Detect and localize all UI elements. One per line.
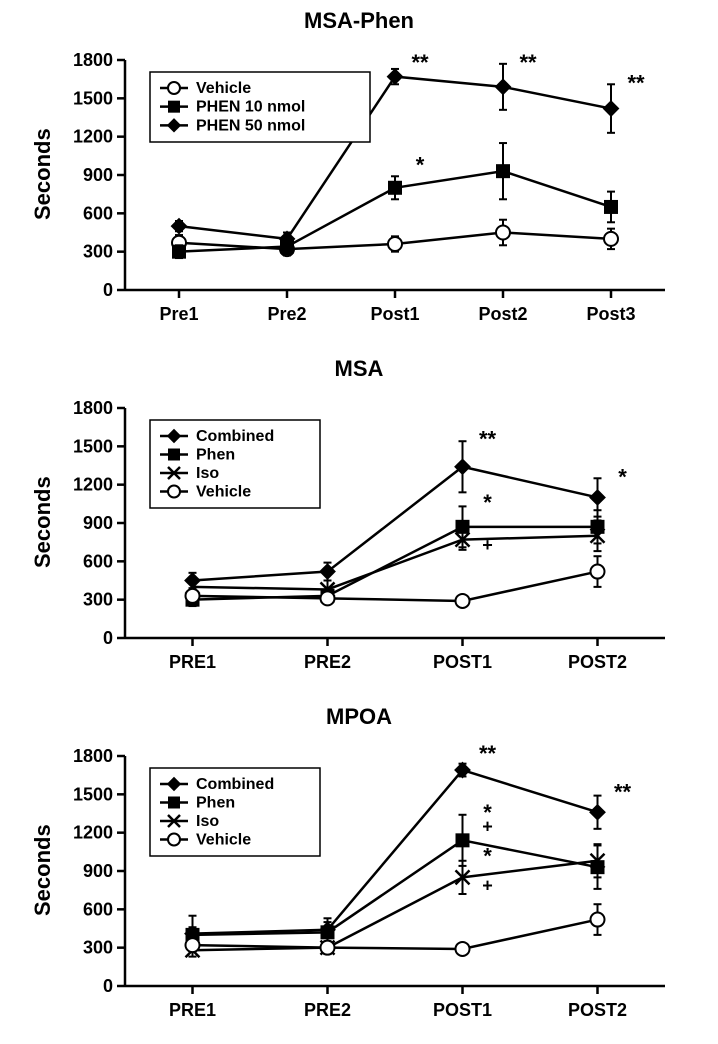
significance-mark: **	[479, 741, 497, 766]
y-tick-label: 600	[83, 551, 113, 571]
y-tick-label: 900	[83, 165, 113, 185]
y-tick-label: 0	[103, 280, 113, 300]
x-tick-label: POST1	[433, 1000, 492, 1020]
chart-svg: 0 300 600 900 1200 1500 1800 PRE1 PRE2 POST1 POST2…	[0, 348, 718, 696]
y-tick-label: 600	[83, 899, 113, 919]
legend-label: Vehicle	[196, 80, 251, 97]
chart-panel-msa: MSA Seconds 0 300 600 900 1200 1500 1800 PRE1 PRE2…	[0, 348, 718, 696]
y-tick-label: 1800	[73, 746, 113, 766]
y-tick-label: 300	[83, 938, 113, 958]
legend-label: Iso	[196, 813, 219, 830]
significance-mark: +	[482, 875, 493, 895]
legend-label: Vehicle	[196, 484, 251, 501]
significance-mark: *	[618, 465, 627, 490]
y-tick-label: 300	[83, 590, 113, 610]
x-tick-label: Pre1	[159, 304, 198, 324]
significance-mark: +	[482, 535, 493, 555]
x-tick-label: POST1	[433, 652, 492, 672]
chart-title: MSA-Phen	[0, 8, 718, 34]
x-tick-label: PRE2	[304, 1000, 351, 1020]
figure-root: MSA-Phen Seconds 0 300 600 900 1200 1500 1800 Pre…	[0, 0, 718, 1044]
chart-svg: 0 300 600 900 1200 1500 1800 PRE1 PRE2 POST1 POST2…	[0, 696, 718, 1044]
significance-mark: **	[614, 779, 632, 804]
chart-title: MSA	[0, 356, 718, 382]
y-axis-label: Seconds	[30, 476, 56, 568]
significance-mark: **	[627, 71, 645, 96]
y-tick-label: 600	[83, 203, 113, 223]
legend-label: PHEN 10 nmol	[196, 99, 305, 116]
y-tick-label: 900	[83, 861, 113, 881]
chart-svg: 0 300 600 900 1200 1500 1800 Pre1 Pre2 Post1 Post2…	[0, 0, 718, 348]
x-tick-label: POST2	[568, 1000, 627, 1020]
y-tick-label: 900	[83, 513, 113, 533]
significance-mark: *	[483, 490, 492, 515]
x-tick-label: POST2	[568, 652, 627, 672]
y-tick-label: 0	[103, 628, 113, 648]
y-tick-label: 1200	[73, 127, 113, 147]
y-tick-label: 1800	[73, 398, 113, 418]
legend-label: PHEN 50 nmol	[196, 117, 305, 134]
legend-label: Vehicle	[196, 832, 251, 849]
legend-label: Combined	[196, 776, 274, 793]
x-tick-label: Post2	[478, 304, 527, 324]
legend-label: Phen	[196, 795, 235, 812]
chart-panel-msa_phen: MSA-Phen Seconds 0 300 600 900 1200 1500 1800 Pre…	[0, 0, 718, 348]
x-tick-label: PRE1	[169, 1000, 216, 1020]
y-tick-label: 1200	[73, 823, 113, 843]
y-axis-label: Seconds	[30, 824, 56, 916]
x-tick-label: Post3	[586, 304, 635, 324]
significance-mark: *	[483, 843, 492, 868]
x-tick-label: Post1	[370, 304, 419, 324]
y-tick-label: 300	[83, 242, 113, 262]
series-iso	[193, 861, 598, 950]
significance-mark: **	[411, 50, 429, 75]
y-axis-label: Seconds	[30, 128, 56, 220]
y-tick-label: 1800	[73, 50, 113, 70]
chart-panel-mpoa: MPOA Seconds 0 300 600 900 1200 1500 1800 PRE1 PRE…	[0, 696, 718, 1044]
significance-mark: **	[519, 50, 537, 75]
y-tick-label: 1500	[73, 436, 113, 456]
x-tick-label: Pre2	[267, 304, 306, 324]
y-tick-label: 1500	[73, 88, 113, 108]
chart-title: MPOA	[0, 704, 718, 730]
significance-mark: +	[482, 817, 493, 837]
x-tick-label: PRE1	[169, 652, 216, 672]
significance-mark: *	[416, 152, 425, 177]
y-tick-label: 1500	[73, 784, 113, 804]
x-tick-label: PRE2	[304, 652, 351, 672]
y-tick-label: 0	[103, 976, 113, 996]
y-tick-label: 1200	[73, 475, 113, 495]
legend-label: Phen	[196, 447, 235, 464]
legend-label: Combined	[196, 428, 274, 445]
significance-mark: **	[479, 426, 497, 451]
legend-label: Iso	[196, 465, 219, 482]
